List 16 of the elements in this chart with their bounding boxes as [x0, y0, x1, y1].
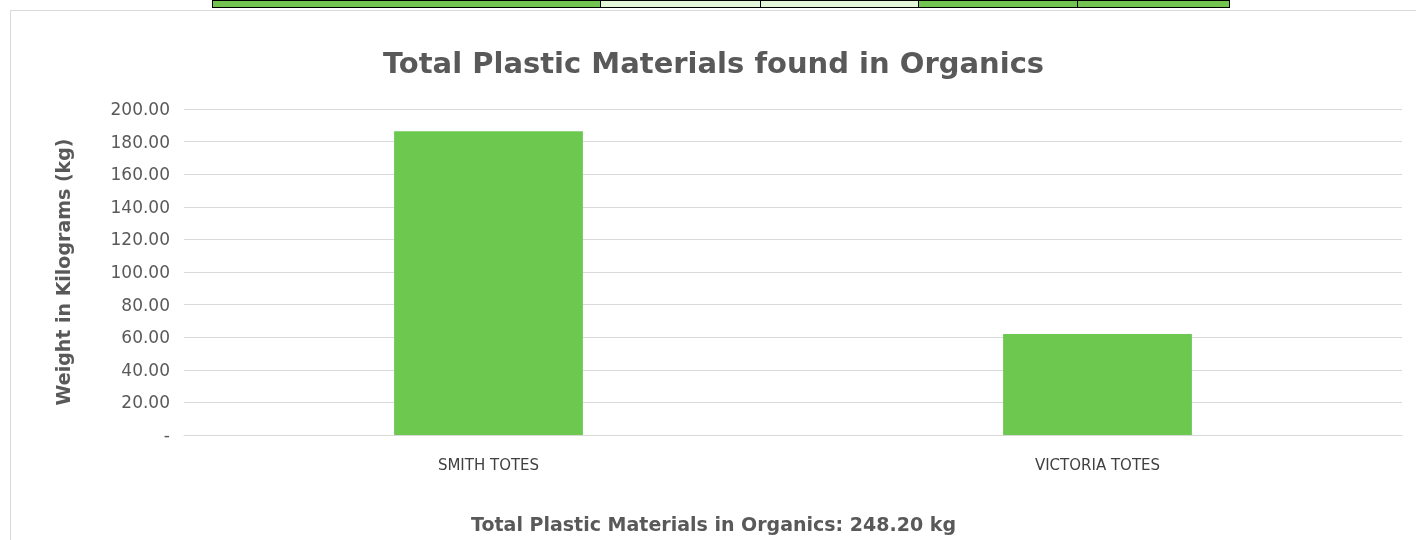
chart-title: Total Plastic Materials found in Organics — [382, 45, 1045, 80]
y-tick-label: 80.00 — [121, 294, 170, 315]
y-tick-label: 40.00 — [121, 359, 170, 380]
text: Total Plastic Materials in Organics: 248.20 kg — [471, 512, 956, 535]
y-tick-label: 200.00 — [110, 99, 170, 119]
y-tick-label: 160.00 — [110, 164, 170, 185]
x-tick-label: VICTORIA TOTES — [1034, 455, 1161, 474]
y-axis-title: Weight in Kilograms (kg) — [51, 138, 74, 406]
y-tick-label: 140.00 — [110, 196, 170, 217]
y-tick-label: - — [163, 425, 170, 445]
y-tick-label: 60.00 — [121, 327, 170, 348]
y-tick-label: 100.00 — [110, 262, 170, 282]
x-tick-label: SMITH TOTES — [437, 455, 540, 474]
y-tick-label: 120.00 — [110, 229, 170, 250]
y-tick-label: 180.00 — [110, 131, 170, 152]
y-tick-label: 20.00 — [121, 392, 170, 413]
